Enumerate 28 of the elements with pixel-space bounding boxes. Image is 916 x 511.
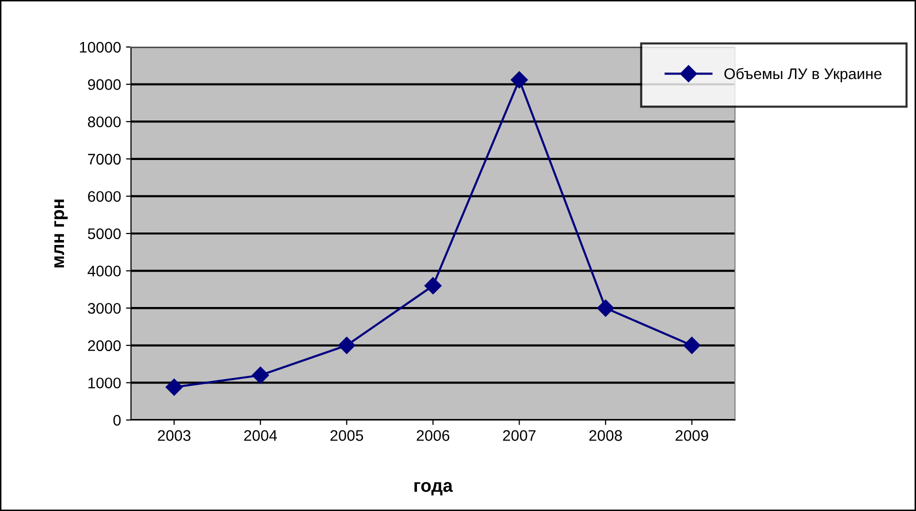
- x-tick-label: 2005: [330, 430, 364, 441]
- y-axis-title: млн грн: [54, 200, 68, 268]
- x-tick-label: 2006: [416, 430, 450, 441]
- point: [510, 71, 528, 88]
- y-tick-label: 6000: [88, 191, 121, 202]
- y-tick-label: 9000: [88, 79, 121, 90]
- y-tick-label: 2000: [88, 340, 121, 352]
- point: [424, 277, 442, 294]
- y-tick-label: 10000: [80, 42, 121, 53]
- y-tick-label: 4000: [88, 266, 121, 276]
- y-tick-label: 5000: [88, 228, 121, 240]
- point: [597, 300, 614, 317]
- y-tick-label: 1000: [88, 378, 121, 388]
- x-tick-label: 2009: [676, 430, 708, 441]
- x-axis-title: года: [414, 482, 453, 496]
- point: [683, 336, 700, 354]
- point: [338, 336, 356, 354]
- legend-label: Объемы ЛУ в Украине: [724, 68, 882, 82]
- y-tick-label: 0: [113, 414, 121, 426]
- y-tick-label: 7000: [88, 154, 121, 165]
- point: [252, 366, 269, 384]
- x-tick-label: 2008: [589, 430, 622, 441]
- y-tick-label: 3000: [88, 302, 121, 314]
- x-tick-label: 2007: [503, 430, 536, 441]
- y-tick-label: 8000: [88, 116, 121, 128]
- x-tick-label: 2003: [158, 430, 190, 441]
- x-tick-label: 2004: [244, 430, 277, 441]
- point: [166, 378, 183, 396]
